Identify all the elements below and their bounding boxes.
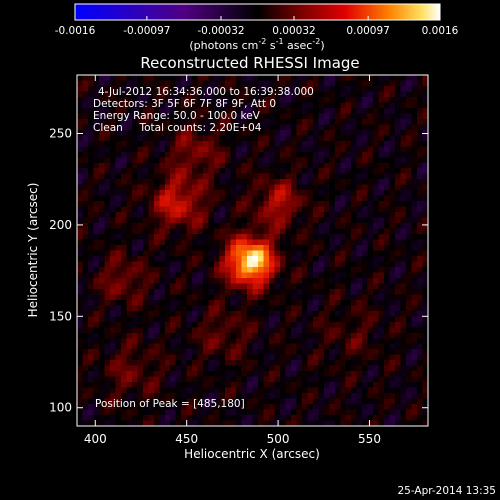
colorbar-gradient bbox=[74, 3, 441, 21]
colorbar: -0.0016 -0.00097 -0.00032 0.00032 0.00097 0.0… bbox=[55, 3, 459, 52]
x-tick-label: 550 bbox=[358, 432, 381, 446]
y-tick-label: 150 bbox=[49, 309, 72, 323]
annotation-peak: Position of Peak = [485,180] bbox=[95, 398, 245, 410]
colorbar-unit-label: (photons cm-2 s-1 asec-2) bbox=[189, 37, 324, 52]
colorbar-tick-label: -0.00097 bbox=[123, 25, 170, 37]
x-tick-label: 400 bbox=[84, 432, 107, 446]
colorbar-tick-label: -0.00032 bbox=[197, 25, 244, 37]
colorbar-tick-label: -0.0016 bbox=[55, 25, 96, 37]
colorbar-tick-label: 0.0016 bbox=[422, 25, 459, 37]
annotation-time: 4-Jul-2012 16:34:36.000 to 16:39:38.000 bbox=[98, 86, 314, 98]
x-tick-label: 450 bbox=[175, 432, 198, 446]
x-tick-label: 500 bbox=[267, 432, 290, 446]
footer-timestamp: 25-Apr-2014 13:35 bbox=[397, 485, 496, 497]
y-tick-label: 250 bbox=[49, 127, 72, 141]
y-tick-label: 100 bbox=[49, 401, 72, 415]
x-axis-label: Heliocentric X (arcsec) bbox=[184, 447, 320, 461]
y-tick-label: 200 bbox=[49, 218, 72, 232]
y-axis-label: Heliocentric Y (arcsec) bbox=[26, 183, 40, 318]
axis-ticks: 400 450 500 550 100 150 200 250 bbox=[49, 75, 428, 446]
chart-title: Reconstructed RHESSI Image bbox=[140, 54, 359, 72]
heatmap-image bbox=[77, 75, 428, 426]
annotation-energy: Energy Range: 50.0 - 100.0 keV bbox=[93, 110, 261, 122]
colorbar-tick-label: 0.00097 bbox=[346, 25, 389, 37]
annotation-detectors: Detectors: 3F 5F 6F 7F 8F 9F, Att 0 bbox=[93, 98, 276, 110]
plot-frame bbox=[76, 74, 429, 427]
colorbar-tick-label: 0.00032 bbox=[272, 25, 315, 37]
annotation-clean: Clean Total counts: 2.20E+04 bbox=[93, 122, 262, 134]
